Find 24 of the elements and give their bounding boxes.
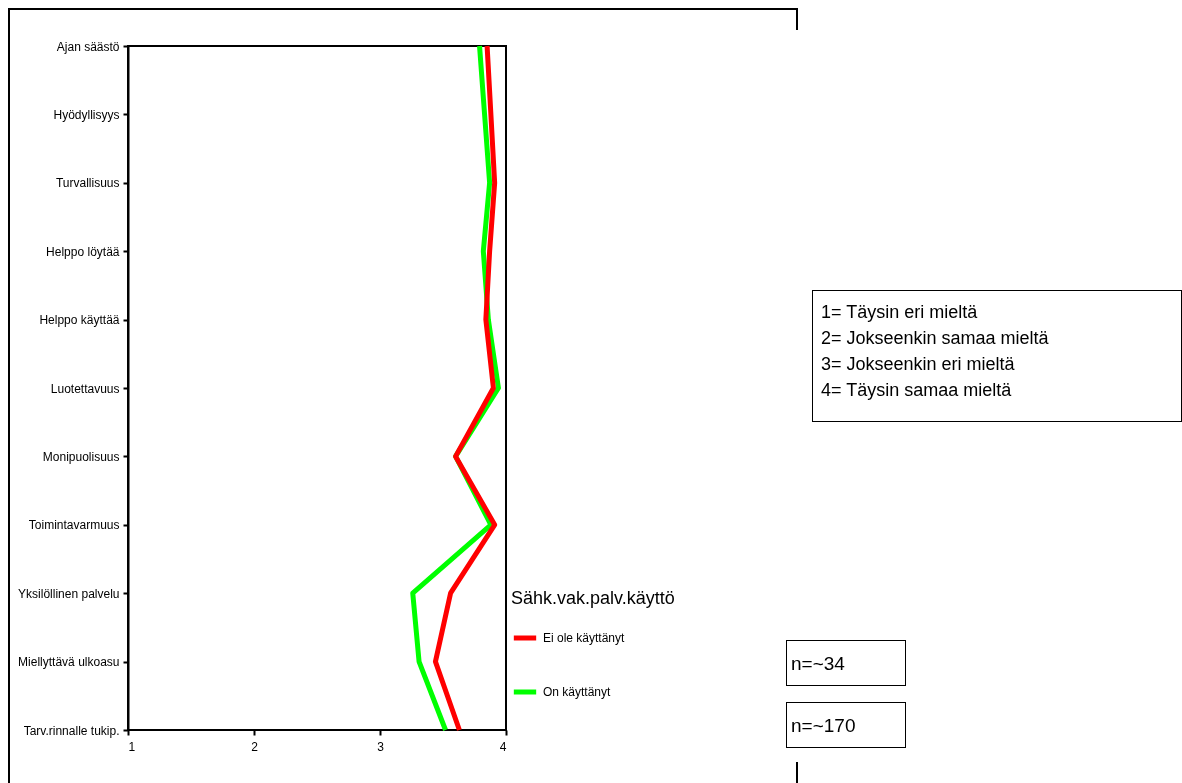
y-tick-label: Tarv.rinnalle tukip. <box>23 723 120 738</box>
x-tick-label: 3 <box>377 739 385 754</box>
y-tick-label: Helppo löytää <box>46 244 120 259</box>
text: 1= Täysin eri mieltä <box>821 301 979 324</box>
y-tick-label: Luotettavuus <box>50 381 120 396</box>
text: n=~170 <box>791 714 857 738</box>
x-tick-label: 2 <box>251 739 259 754</box>
text: n=~34 <box>791 652 846 676</box>
x-tick-label: 4 <box>499 739 507 754</box>
text: 4= Täysin samaa mieltä <box>821 379 1013 402</box>
y-tick-label: Monipuolisuus <box>42 449 120 464</box>
legend-label: Ei ole käyttänyt <box>543 631 626 645</box>
y-tick-label: Miellyttävä ulkoasu <box>18 655 120 670</box>
x-tick-label: 1 <box>128 739 136 754</box>
y-tick-label: Hyödyllisyys <box>53 107 120 122</box>
legend-label: On käyttänyt <box>543 685 612 699</box>
text: 3= Jokseenkin eri mieltä <box>821 353 1016 376</box>
legend-title: Sähk.vak.palv.käyttö <box>511 588 675 608</box>
text: 2= Jokseenkin samaa mieltä <box>821 327 1050 350</box>
y-tick-label: Turvallisuus <box>55 176 120 191</box>
y-tick-label: Ajan säästö <box>56 39 120 54</box>
y-tick-label: Yksilöllinen palvelu <box>18 586 120 601</box>
y-tick-label: Helppo käyttää <box>39 313 120 328</box>
y-tick-label: Toimintavarmuus <box>28 518 120 533</box>
